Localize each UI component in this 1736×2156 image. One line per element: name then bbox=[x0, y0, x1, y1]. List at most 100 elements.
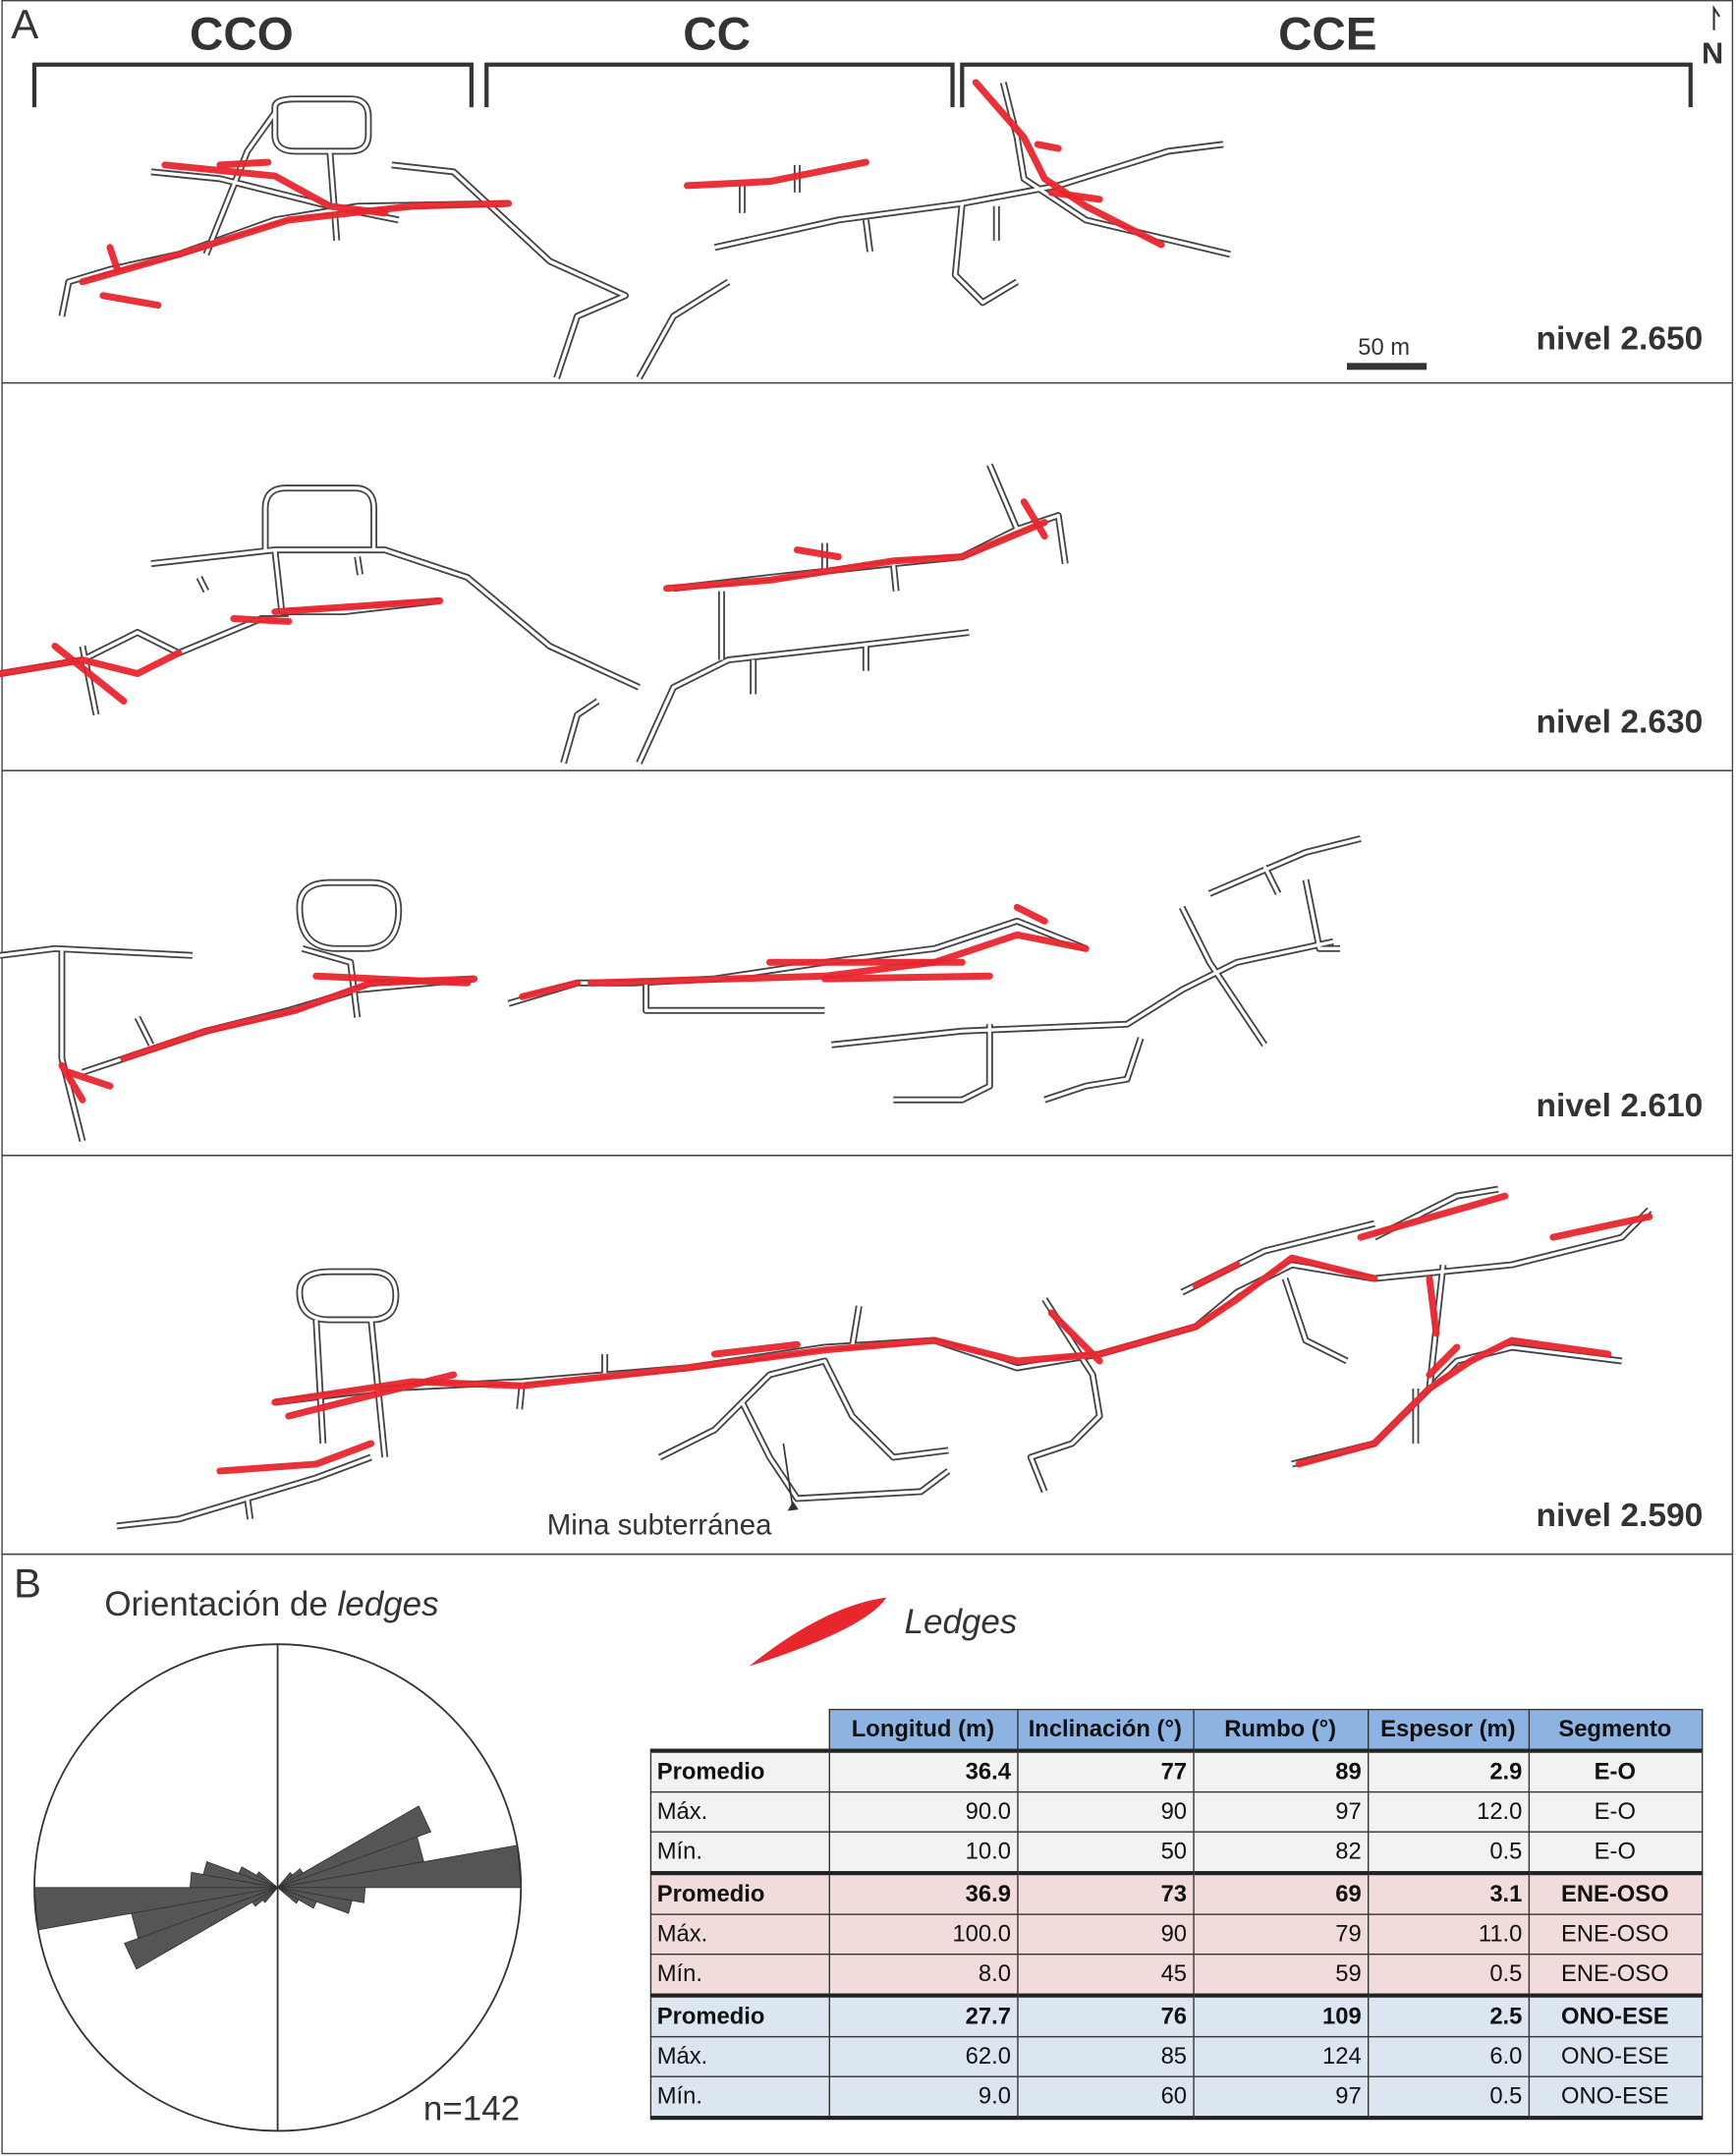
segment-bracket bbox=[31, 62, 474, 108]
ledge bbox=[820, 972, 993, 983]
table-cell: 50 bbox=[1016, 1831, 1195, 1874]
column-header: Espesor (m) bbox=[1367, 1708, 1530, 1753]
tunnel-interior bbox=[0, 946, 193, 957]
tunnel bbox=[391, 161, 630, 379]
legend-label: Ledges bbox=[904, 1603, 1018, 1642]
table-cell: ONO-ESE bbox=[1527, 2035, 1703, 2077]
tunnel bbox=[560, 698, 600, 765]
tunnel-interior bbox=[298, 880, 401, 950]
tunnel-interior bbox=[638, 280, 730, 379]
tunnel-interior bbox=[246, 1498, 252, 1520]
ledge bbox=[1192, 1261, 1241, 1289]
ledge bbox=[0, 650, 183, 678]
panel-b-letter: B bbox=[13, 1561, 41, 1608]
mine-annotation: Mina subterránea bbox=[546, 1509, 772, 1542]
arrowhead-icon bbox=[787, 1501, 799, 1511]
tunnel-interior bbox=[673, 513, 1067, 591]
rose-petal bbox=[255, 1871, 278, 1889]
tunnel bbox=[271, 95, 372, 155]
table-cell: 77 bbox=[1016, 1748, 1195, 1793]
tunnel-interior bbox=[1180, 906, 1266, 1047]
tunnel bbox=[296, 879, 403, 952]
table-cell: ENE-OSO bbox=[1527, 1953, 1703, 1997]
table-cell: 124 bbox=[1192, 2035, 1369, 2077]
tunnel-interior bbox=[891, 563, 898, 592]
tunnel bbox=[739, 1400, 951, 1503]
north-arrow-icon bbox=[1712, 4, 1721, 30]
tunnel-interior bbox=[302, 946, 360, 1018]
table-cell: Máx. bbox=[649, 1790, 830, 1833]
tunnel-interior bbox=[658, 1359, 949, 1459]
table-cell: 3.1 bbox=[1367, 1871, 1530, 1915]
table-cell: E-O bbox=[1527, 1790, 1703, 1833]
table-cell: 8.0 bbox=[827, 1953, 1018, 1997]
table-cell: ENE-OSO bbox=[1527, 1871, 1703, 1915]
table-cell: 79 bbox=[1192, 1913, 1369, 1956]
table-cell: 76 bbox=[1016, 1993, 1195, 2038]
table-cell: 11.0 bbox=[1367, 1913, 1530, 1956]
table-cell: Mín. bbox=[649, 1831, 830, 1874]
level-label: nivel 2.590 bbox=[1536, 1497, 1704, 1535]
ledge bbox=[1549, 1213, 1653, 1241]
table-cell: 90.0 bbox=[827, 1790, 1018, 1833]
table-cell: Máx. bbox=[649, 2035, 830, 2077]
table-row: Máx. 62.0 85 124 6.0 ONO-ESE bbox=[649, 2035, 1703, 2077]
ledge bbox=[1020, 498, 1048, 540]
table-row: Mín. 8.0 45 59 0.5 ENE-OSO bbox=[649, 1953, 1703, 1997]
ledge bbox=[106, 244, 121, 272]
ledge-legend-icon bbox=[749, 1597, 887, 1667]
table-cell: 45 bbox=[1016, 1953, 1195, 1997]
table-cell: 12.0 bbox=[1367, 1790, 1530, 1833]
scale-bar bbox=[1347, 363, 1428, 370]
column-header: Inclinación (°) bbox=[1016, 1708, 1195, 1753]
ledge bbox=[1047, 1309, 1103, 1365]
ledge bbox=[120, 975, 478, 1062]
table-cell: Máx. bbox=[649, 1913, 830, 1956]
ledge bbox=[793, 546, 842, 561]
column-header: Longitud (m) bbox=[827, 1708, 1018, 1753]
level-label: nivel 2.650 bbox=[1536, 319, 1704, 358]
tunnel-interior bbox=[987, 464, 1019, 531]
table-cell: 0.5 bbox=[1367, 1831, 1530, 1874]
tunnel-interior bbox=[314, 1319, 325, 1445]
table-cell: 59 bbox=[1192, 1953, 1369, 1997]
table-cell: 62.0 bbox=[827, 2035, 1018, 2077]
segment-label-cco: CCO bbox=[190, 8, 294, 61]
table-cell: ONO-ESE bbox=[1527, 1993, 1703, 2038]
ledge bbox=[99, 292, 162, 310]
table-cell: E-O bbox=[1527, 1748, 1703, 1793]
table-cell: 109 bbox=[1192, 1993, 1369, 2038]
rose-petal bbox=[277, 1844, 522, 1889]
segment-bracket bbox=[960, 62, 1693, 108]
table-row: Mín. 9.0 60 97 0.5 ONO-ESE bbox=[649, 2075, 1703, 2121]
tunnel-interior bbox=[204, 111, 277, 255]
ledge bbox=[1013, 903, 1048, 925]
column-header bbox=[650, 1709, 829, 1751]
column-header: Rumbo (°) bbox=[1192, 1708, 1369, 1753]
tunnel bbox=[150, 546, 642, 691]
ledge bbox=[684, 158, 869, 190]
table-cell: 97 bbox=[1192, 1790, 1369, 1833]
table-cell: 0.5 bbox=[1367, 1953, 1530, 1997]
table-cell: 2.5 bbox=[1367, 1993, 1530, 2038]
table-row: Promedio 36.9 73 69 3.1 ENE-OSO bbox=[649, 1871, 1703, 1915]
table-cell: 2.9 bbox=[1367, 1748, 1530, 1793]
ledge bbox=[271, 596, 444, 616]
tunnel-interior bbox=[831, 939, 1334, 1047]
ledge bbox=[216, 158, 272, 169]
level-label: nivel 2.610 bbox=[1536, 1087, 1704, 1125]
table-cell: Promedio bbox=[649, 1748, 830, 1793]
tunnel-interior bbox=[273, 97, 370, 153]
ledge bbox=[1426, 1275, 1440, 1337]
tunnel-interior bbox=[850, 1305, 862, 1348]
ledge bbox=[51, 643, 128, 705]
tunnel bbox=[1302, 879, 1341, 952]
table-cell: 85 bbox=[1016, 2035, 1195, 2077]
table-cell: 82 bbox=[1192, 1831, 1369, 1874]
table-cell: ENE-OSO bbox=[1527, 1913, 1703, 1956]
table-cell: 36.9 bbox=[827, 1871, 1018, 1915]
tunnel-interior bbox=[1304, 879, 1341, 950]
tunnel-interior bbox=[328, 150, 339, 241]
